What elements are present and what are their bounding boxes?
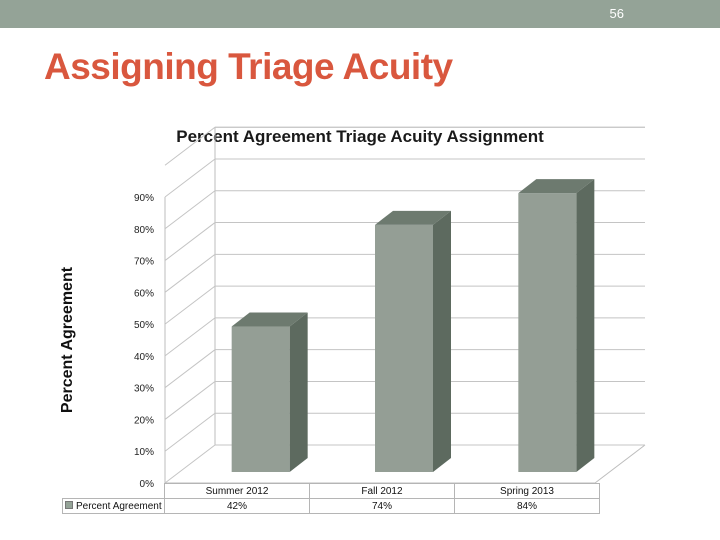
gridline xyxy=(164,126,645,166)
y-tick-label: 20% xyxy=(134,415,154,426)
y-tick-label: 10% xyxy=(134,447,154,458)
value-cell: 84% xyxy=(454,498,600,514)
category-label: Fall 2012 xyxy=(309,483,455,499)
bar xyxy=(231,326,290,472)
gridline xyxy=(164,285,645,325)
y-tick-label: 40% xyxy=(134,352,154,363)
y-tick-label: 30% xyxy=(134,384,154,395)
gridline xyxy=(164,222,645,261)
gridline xyxy=(164,317,645,357)
y-tick-label: 50% xyxy=(134,320,154,331)
series-legend: Percent Agreement xyxy=(62,498,165,514)
series-name: Percent Agreement xyxy=(76,500,162,512)
bar-side xyxy=(433,210,451,472)
slide-number: 56 xyxy=(609,6,624,21)
y-axis-ticks: 0% 10% 20% 30% 40% 50% 60% 70% 80% 90% xyxy=(134,193,154,490)
y-tick-label: 80% xyxy=(134,225,154,236)
bar-top xyxy=(231,312,308,327)
gridline xyxy=(164,380,645,420)
category-label: Spring 2013 xyxy=(454,483,600,499)
chart-bars xyxy=(231,179,595,473)
y-tick-label: 90% xyxy=(134,193,154,204)
legend-swatch xyxy=(65,500,73,509)
top-bar: 56 xyxy=(0,0,720,28)
chart-title: Percent Agreement Triage Acuity Assignme… xyxy=(176,127,544,146)
data-table-row: Percent Agreement 42% 74% 84% xyxy=(62,498,600,514)
y-tick-label: 60% xyxy=(134,288,154,299)
floor-right-edge xyxy=(594,444,646,484)
gridline xyxy=(164,158,645,198)
bar-top xyxy=(518,179,595,194)
data-table-header-row: Summer 2012 Fall 2012 Spring 2013 xyxy=(63,483,600,499)
gridline xyxy=(164,253,645,293)
chart-gridlines xyxy=(164,126,645,484)
data-table: Summer 2012 Fall 2012 Spring 2013 Percen… xyxy=(62,483,600,514)
category-label: Summer 2012 xyxy=(164,483,310,499)
bar-side xyxy=(576,179,595,473)
slide-title: Assigning Triage Acuity xyxy=(44,46,453,87)
value-cell: 74% xyxy=(309,498,455,514)
bar xyxy=(375,224,433,472)
y-axis-label: Percent Agreement xyxy=(59,266,76,414)
gridline xyxy=(164,412,645,452)
data-table-corner xyxy=(63,484,165,499)
gridline xyxy=(164,444,645,484)
gridline xyxy=(164,190,645,230)
bar xyxy=(518,193,577,473)
value-cell: 42% xyxy=(164,498,310,514)
bar-top xyxy=(375,210,451,225)
y-tick-label: 70% xyxy=(134,257,154,268)
bar-side xyxy=(289,312,308,472)
gridline xyxy=(164,349,645,389)
y-tick-label: 0% xyxy=(140,479,155,490)
